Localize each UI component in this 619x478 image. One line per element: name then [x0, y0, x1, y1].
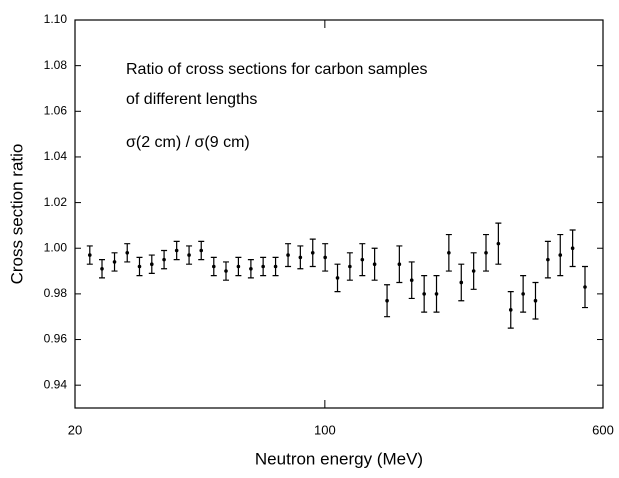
data-point [224, 269, 228, 273]
data-point [335, 276, 340, 280]
data-point [112, 260, 117, 264]
y-tick-label: 1.04 [44, 149, 68, 163]
data-point [496, 241, 501, 246]
data-point [434, 292, 439, 296]
data-point [286, 253, 290, 257]
data-point [385, 298, 389, 303]
data-point [360, 257, 365, 262]
annotation: of different lengths [126, 91, 257, 108]
plot-frame [74, 19, 604, 409]
data-point [484, 251, 488, 255]
data-point [471, 269, 476, 273]
x-tick-label: 600 [592, 422, 614, 437]
y-tick-label: 0.96 [44, 332, 68, 346]
annotation: σ(2 cm) / σ(9 cm) [126, 134, 250, 151]
data-point [422, 292, 426, 296]
y-tick-label: 1.00 [44, 240, 68, 254]
data-point [310, 251, 315, 255]
y-tick-label: 1.10 [44, 12, 68, 26]
data-point [508, 308, 513, 312]
data-point [174, 248, 179, 253]
data-point [459, 280, 464, 285]
y-tick-label: 0.98 [44, 286, 68, 300]
y-tick-label: 1.06 [44, 103, 68, 117]
data-point [199, 248, 204, 253]
data-point [583, 285, 587, 289]
data-point [397, 262, 402, 267]
data-point [570, 246, 575, 251]
data-point [409, 278, 414, 282]
data-point [149, 262, 154, 267]
data-point [558, 253, 563, 257]
data-point [533, 298, 538, 303]
data-point [137, 264, 142, 269]
data-point [546, 257, 550, 262]
data-point [187, 253, 191, 257]
data-point [273, 264, 278, 269]
data-point [125, 251, 130, 255]
x-tick-label: 100 [314, 422, 336, 437]
annotation: Ratio of cross sections for carbon sampl… [126, 61, 427, 78]
data-point [100, 266, 104, 271]
data-point [447, 251, 451, 255]
data-point [87, 253, 92, 257]
y-tick-label: 1.08 [44, 58, 68, 72]
data-point [249, 266, 253, 271]
data-point [348, 264, 352, 269]
y-tick-label: 0.94 [44, 377, 68, 391]
x-axis-label: Neutron energy (MeV) [255, 449, 423, 468]
data-point [521, 292, 525, 296]
y-axis-label: Cross section ratio [7, 144, 26, 285]
data-point [261, 264, 265, 269]
data-point [236, 264, 241, 269]
y-tick-label: 1.02 [44, 195, 68, 209]
data-point [323, 255, 327, 260]
data-point [211, 264, 216, 269]
data-point [298, 255, 303, 260]
data-point [162, 257, 166, 262]
data-point [372, 262, 377, 267]
x-tick-label: 20 [68, 422, 82, 437]
